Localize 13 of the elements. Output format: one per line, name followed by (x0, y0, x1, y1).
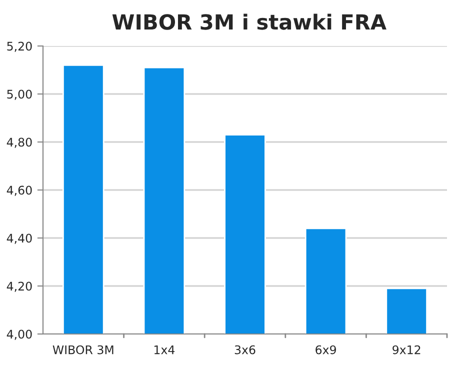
y-tick-label: 4,00 (6, 330, 32, 340)
x-tick-label: 1x4 (154, 345, 175, 354)
x-tick-label: 3x6 (234, 345, 256, 354)
y-tick-label: 4,20 (6, 282, 32, 292)
x-tick-label: 9x12 (392, 345, 420, 354)
chart-title: WIBOR 3M i stawki FRA (112, 14, 386, 30)
y-tick-label: 4,40 (6, 234, 32, 244)
y-tick-label: 4,80 (6, 138, 32, 148)
y-tick-label: 5,20 (7, 42, 32, 52)
y-tick-label: 4,60 (6, 186, 32, 196)
y-tick-label: 5,00 (7, 90, 32, 100)
x-tick-label: WIBOR 3M (52, 345, 114, 354)
x-tick-label: 6x9 (316, 345, 336, 354)
